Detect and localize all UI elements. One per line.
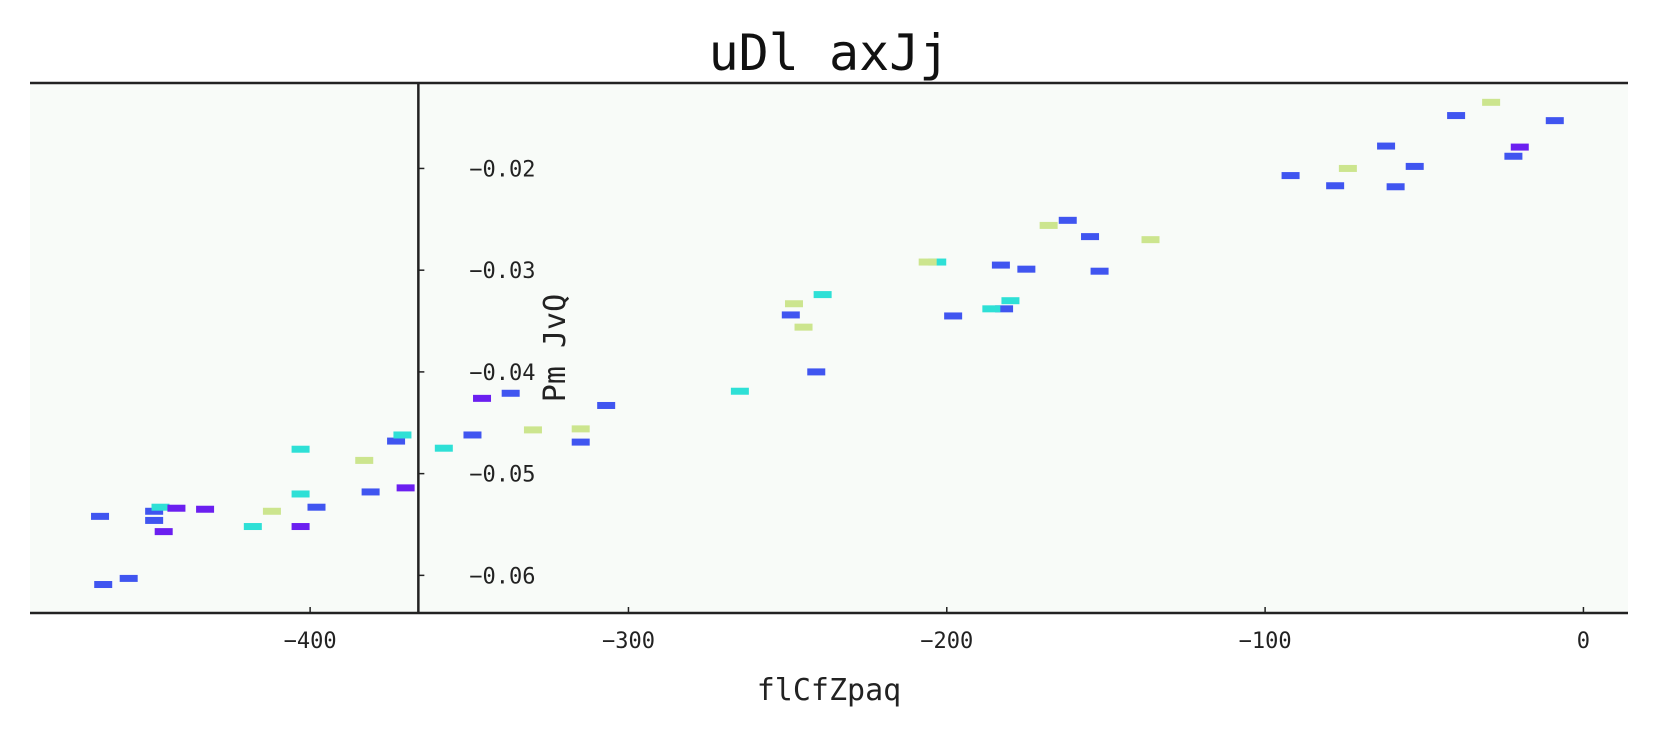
data-point — [291, 445, 310, 453]
data-point — [597, 401, 616, 409]
data-marks — [91, 98, 1564, 589]
data-point — [1504, 152, 1523, 160]
data-point — [944, 312, 963, 320]
data-point — [396, 484, 415, 492]
data-point — [1081, 233, 1100, 241]
data-point — [361, 488, 380, 496]
data-point — [1386, 183, 1405, 191]
data-point — [154, 528, 173, 536]
data-point — [928, 258, 947, 266]
data-point — [571, 425, 590, 433]
y-axis-ticks: −0.06 −0.05 −0.04 −0.03 −0.02 — [418, 157, 535, 589]
data-point — [1039, 221, 1058, 229]
data-point — [91, 512, 110, 520]
x-tick-label: 0 — [1577, 629, 1590, 654]
x-tick-label: −400 — [284, 629, 337, 654]
data-point — [94, 581, 113, 589]
data-point — [1281, 172, 1300, 180]
data-point — [473, 394, 492, 402]
data-point — [1405, 162, 1424, 170]
data-point — [1001, 297, 1020, 305]
data-point — [995, 305, 1014, 313]
data-point — [991, 261, 1010, 269]
data-point — [982, 305, 1001, 313]
data-point — [355, 456, 374, 464]
data-point — [813, 291, 832, 299]
x-axis-ticks: −400 −300 −200 −100 0 — [284, 607, 1590, 654]
chart-title: uDl axJj — [709, 24, 950, 82]
data-point — [1447, 112, 1466, 120]
data-point — [1338, 164, 1357, 172]
data-point — [119, 574, 138, 582]
data-point — [1482, 98, 1501, 106]
data-point — [1141, 236, 1160, 244]
data-point — [291, 490, 310, 498]
data-point — [1058, 216, 1077, 224]
data-point — [1545, 117, 1564, 125]
y-axis-label: Pm JvQ — [538, 294, 573, 402]
y-tick-label: −0.02 — [469, 157, 535, 182]
y-tick-label: −0.06 — [469, 564, 535, 589]
x-axis-label: flCfZpaq — [757, 673, 902, 708]
data-point — [151, 503, 170, 511]
x-tick-label: −100 — [1239, 629, 1292, 654]
x-tick-label: −200 — [920, 629, 973, 654]
data-point — [145, 507, 164, 515]
data-point — [291, 523, 310, 531]
data-point — [781, 311, 800, 319]
data-point — [463, 431, 482, 439]
data-point — [393, 431, 412, 439]
data-point — [1377, 142, 1396, 150]
data-point — [1090, 267, 1109, 275]
data-point — [523, 426, 542, 434]
y-tick-label: −0.03 — [469, 259, 535, 284]
data-point — [807, 368, 826, 376]
data-point — [167, 504, 186, 512]
data-point — [571, 438, 590, 446]
data-point — [387, 437, 406, 445]
x-tick-label: −300 — [602, 629, 655, 654]
data-point — [794, 323, 813, 331]
data-point — [784, 300, 803, 308]
data-point — [1326, 182, 1345, 190]
plot-background — [30, 83, 1628, 613]
data-point — [1510, 143, 1529, 151]
data-point — [262, 507, 281, 515]
data-point — [196, 505, 215, 513]
y-tick-label: −0.05 — [469, 463, 535, 488]
data-point — [1017, 265, 1036, 273]
data-point — [730, 387, 749, 395]
y-tick-label: −0.04 — [469, 361, 535, 386]
data-point — [501, 389, 520, 397]
data-point — [243, 523, 262, 531]
data-point — [145, 516, 164, 524]
data-point — [918, 258, 937, 266]
data-point — [307, 503, 326, 511]
data-point — [434, 444, 453, 452]
